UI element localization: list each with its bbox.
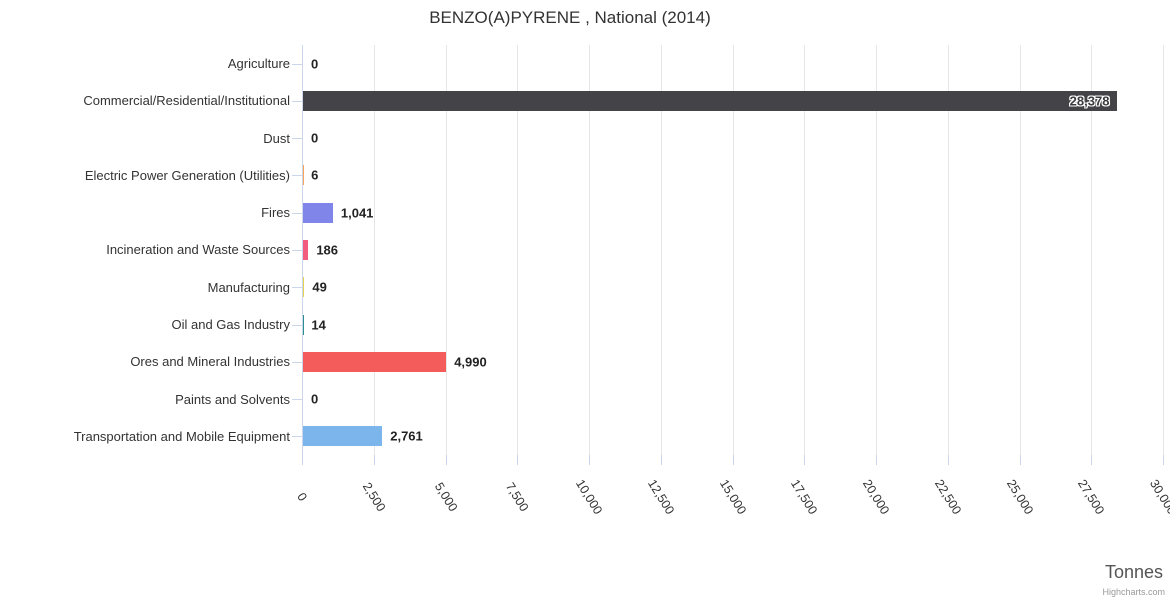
gridline bbox=[947, 45, 949, 455]
y-axis-tick bbox=[292, 287, 302, 289]
x-axis-tick-label-text: 22,500 bbox=[931, 477, 964, 517]
y-axis-tick bbox=[292, 399, 302, 401]
gridline bbox=[660, 45, 662, 455]
x-axis-tick bbox=[517, 455, 519, 465]
category-label: Electric Power Generation (Utilities) bbox=[84, 167, 290, 183]
y-axis-tick bbox=[292, 361, 302, 363]
category-label: Ores and Mineral Industries bbox=[130, 354, 290, 370]
data-label: 0 bbox=[311, 130, 319, 146]
category-label: Oil and Gas Industry bbox=[171, 317, 291, 333]
chart-bar[interactable] bbox=[303, 90, 1118, 111]
x-axis-tick-label-text: 17,500 bbox=[788, 477, 821, 517]
x-axis-tick-label-text: 0 bbox=[294, 490, 310, 504]
data-label: 6 bbox=[311, 167, 319, 183]
y-axis-tick bbox=[292, 175, 302, 177]
gridline bbox=[445, 45, 447, 455]
x-axis-tick bbox=[876, 455, 877, 465]
x-axis-tick bbox=[302, 455, 303, 465]
chart-bar[interactable] bbox=[303, 351, 447, 372]
category-label: Transportation and Mobile Equipment bbox=[73, 428, 290, 444]
gridline bbox=[1163, 45, 1164, 455]
y-axis-tick bbox=[292, 324, 302, 326]
y-axis-tick bbox=[292, 100, 302, 102]
category-label: Dust bbox=[263, 130, 290, 146]
x-axis-tick bbox=[947, 455, 949, 465]
x-axis-title: Tonnes bbox=[1104, 562, 1163, 582]
x-axis-tick-label-text: 2,500 bbox=[359, 480, 388, 514]
x-axis-tick-label-text: 25,000 bbox=[1003, 477, 1036, 517]
category-label: Manufacturing bbox=[207, 279, 290, 295]
category-label: Paints and Solvents bbox=[175, 391, 290, 407]
y-axis-tick bbox=[292, 63, 302, 65]
x-axis-tick-label-text: 10,000 bbox=[572, 477, 606, 517]
x-axis-tick-label-text: 5,000 bbox=[431, 480, 460, 514]
x-axis-tick-label-text: 15,000 bbox=[716, 477, 749, 517]
x-axis-tick-label-text: 27,500 bbox=[1075, 477, 1108, 517]
category-label: Commercial/Residential/Institutional bbox=[83, 93, 290, 109]
gridline bbox=[732, 45, 734, 455]
x-axis-tick bbox=[1019, 455, 1021, 465]
gridline bbox=[876, 45, 877, 455]
chart-bar[interactable] bbox=[303, 202, 333, 223]
x-axis-tick bbox=[589, 455, 590, 465]
gridline bbox=[1019, 45, 1021, 455]
x-axis-tick bbox=[732, 455, 734, 465]
gridline bbox=[373, 45, 375, 455]
x-axis-tick bbox=[445, 455, 447, 465]
y-axis-tick bbox=[292, 436, 302, 438]
highcharts-credit[interactable]: Highcharts.com bbox=[1102, 587, 1165, 597]
data-label: 14 bbox=[311, 317, 326, 333]
chart-bar[interactable] bbox=[303, 277, 305, 298]
data-label: 1,041 bbox=[340, 205, 374, 221]
x-axis-tick bbox=[660, 455, 662, 465]
chart-bar[interactable] bbox=[303, 426, 383, 447]
category-label: Incineration and Waste Sources bbox=[106, 242, 290, 258]
y-axis-line bbox=[302, 45, 303, 455]
gridline bbox=[517, 45, 519, 455]
data-label: 0 bbox=[311, 56, 319, 72]
chart-bar[interactable] bbox=[303, 240, 309, 260]
data-label: 186 bbox=[316, 242, 339, 258]
data-label: 49 bbox=[312, 279, 327, 295]
chart-title: BENZO(A)PYRENE , National (2014) bbox=[429, 8, 711, 27]
x-axis-tick-label-text: 7,500 bbox=[503, 480, 532, 514]
category-label: Agriculture bbox=[227, 56, 290, 72]
x-axis-tick-label-text: 12,500 bbox=[644, 477, 677, 517]
y-axis-tick bbox=[292, 250, 302, 251]
x-axis-tick-label-text: 30,000 bbox=[1146, 477, 1170, 517]
x-axis-tick-label-text: 20,000 bbox=[859, 477, 893, 517]
y-axis-tick bbox=[292, 138, 302, 140]
data-label: 28,378 bbox=[1069, 93, 1110, 109]
gridline bbox=[804, 45, 806, 455]
category-label: Fires bbox=[261, 205, 290, 221]
x-axis-tick bbox=[373, 455, 375, 465]
data-label: 0 bbox=[311, 391, 319, 407]
x-axis-tick bbox=[1163, 455, 1164, 465]
gridline bbox=[1091, 45, 1093, 455]
data-label: 2,761 bbox=[390, 428, 423, 444]
data-label: 4,990 bbox=[454, 354, 487, 370]
gridline bbox=[589, 45, 590, 455]
x-axis-tick bbox=[804, 455, 806, 465]
x-axis-tick bbox=[1091, 455, 1093, 465]
y-axis-tick bbox=[292, 212, 302, 214]
